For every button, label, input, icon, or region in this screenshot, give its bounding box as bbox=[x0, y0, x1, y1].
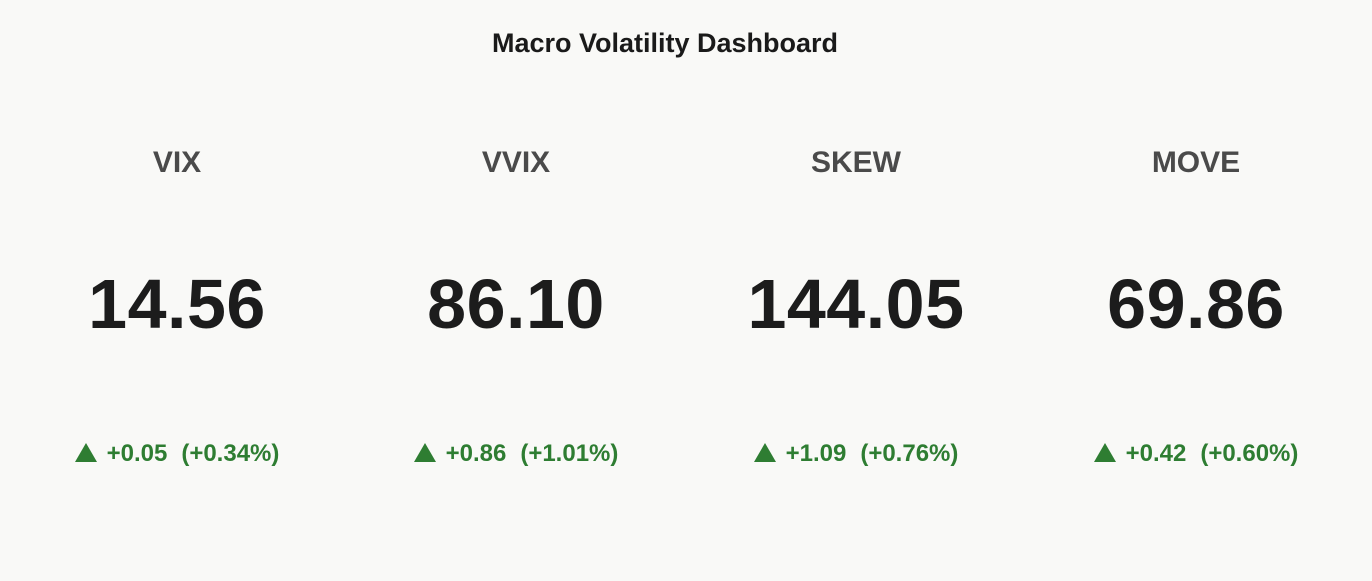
indicator-value: 144.05 bbox=[747, 265, 965, 343]
dashboard-title: Macro Volatility Dashboard bbox=[491, 28, 839, 58]
indicator-name: MOVE bbox=[1151, 146, 1241, 179]
indicator-change: +1.09 (+0.76%) bbox=[686, 440, 1026, 468]
change-absolute: +0.05 bbox=[106, 440, 168, 467]
change-percent: (+1.01%) bbox=[520, 440, 619, 467]
indicator-value: 14.56 bbox=[88, 265, 266, 343]
indicator-card-skew: SKEW 144.05 +1.09 (+0.76%) bbox=[686, 0, 1026, 581]
change-absolute: +1.09 bbox=[785, 440, 847, 467]
indicator-value: 86.10 bbox=[427, 265, 605, 343]
indicator-change: +0.86 (+1.01%) bbox=[346, 440, 686, 468]
change-absolute: +0.42 bbox=[1125, 440, 1187, 467]
indicator-name: VVIX bbox=[481, 146, 551, 179]
indicator-card-vix: VIX 14.56 +0.05 (+0.34%) bbox=[7, 0, 347, 581]
indicator-name: SKEW bbox=[811, 146, 901, 179]
change-percent: (+0.60%) bbox=[1200, 440, 1299, 467]
indicator-change: +0.42 (+0.60%) bbox=[1026, 440, 1366, 468]
indicator-name: VIX bbox=[152, 146, 202, 179]
triangle-up-icon bbox=[74, 443, 97, 462]
triangle-up-icon bbox=[1093, 443, 1116, 462]
change-percent: (+0.76%) bbox=[860, 440, 959, 467]
indicator-value: 69.86 bbox=[1107, 265, 1285, 343]
change-absolute: +0.86 bbox=[445, 440, 507, 467]
indicator-card-move: MOVE 69.86 +0.42 (+0.60%) bbox=[1026, 0, 1366, 581]
change-percent: (+0.34%) bbox=[181, 440, 280, 467]
triangle-up-icon bbox=[753, 443, 776, 462]
indicator-change: +0.05 (+0.34%) bbox=[7, 440, 347, 468]
indicator-card-vvix: VVIX 86.10 +0.86 (+1.01%) bbox=[346, 0, 686, 581]
triangle-up-icon bbox=[413, 443, 436, 462]
